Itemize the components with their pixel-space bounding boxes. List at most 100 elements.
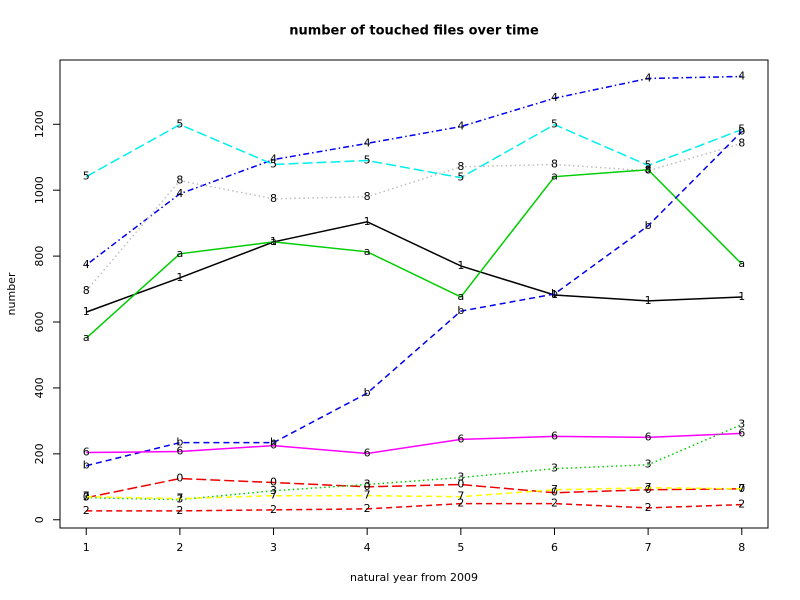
point-symbol: 4 [176,187,183,200]
point-symbol: 6 [645,430,652,443]
point-symbol: 0 [176,472,183,485]
point-symbol: 6 [551,429,558,442]
point-symbol: a [176,247,183,260]
point-symbol: 5 [457,171,464,184]
point-symbol: 3 [645,458,652,471]
point-symbol: 4 [364,136,371,149]
point-symbol: 0 [457,477,464,490]
point-symbol: b [551,287,558,300]
point-symbol: 8 [457,160,464,173]
series-line [85,142,742,292]
point-symbol: 4 [457,120,464,133]
point-symbol: 8 [738,136,745,149]
x-tick-label: 4 [364,541,371,554]
series-line [85,221,742,313]
series-line [86,487,742,500]
point-symbol: b [270,436,277,449]
series-line [86,423,743,501]
point-symbol: 2 [270,503,277,516]
point-symbol: 6 [83,446,90,459]
point-symbol: 2 [738,498,745,511]
series-line [86,477,742,499]
point-symbol: 2 [551,497,558,510]
point-symbol: 5 [364,154,371,167]
y-tick-label: 800 [33,246,46,267]
point-symbol: 3 [270,484,277,497]
point-symbol: 1 [645,294,652,307]
point-symbol: 8 [83,284,90,297]
series-line [86,502,742,512]
point-symbol: 8 [364,190,371,203]
point-symbol: 1 [176,271,183,284]
x-axis-label: natural year from 2009 [350,571,478,584]
y-axis-label: number [5,272,18,315]
point-symbol: a [364,245,371,258]
point-symbol: 8 [551,157,558,170]
point-symbol: 7 [457,490,464,503]
point-symbol: 6 [176,445,183,458]
point-symbol: b [83,459,90,472]
point-symbol: 3 [457,471,464,484]
point-symbol: a [551,170,558,183]
point-symbol: 4 [551,91,558,104]
y-tick-label: 200 [33,443,46,464]
y-tick-label: 600 [33,312,46,333]
point-symbol: 5 [83,170,90,183]
point-symbol: 8 [270,192,277,205]
point-symbol: a [738,257,745,270]
point-symbol: a [457,290,464,303]
point-symbol: 2 [645,501,652,514]
y-tick-label: 0 [33,516,46,523]
y-tick-label: 400 [33,377,46,398]
point-symbol: 6 [738,426,745,439]
point-symbol: 3 [364,477,371,490]
point-symbol: 5 [645,158,652,171]
y-tick-label: 1000 [33,176,46,204]
point-symbol: 5 [738,123,745,136]
point-symbol: 3 [551,462,558,475]
point-symbol: 4 [270,153,277,166]
point-symbol: b [738,125,745,138]
point-symbol: 7 [364,489,371,502]
point-symbol: 1 [738,290,745,303]
point-symbol: 2 [457,497,464,510]
point-symbol: 8 [176,174,183,187]
point-symbol: 2 [83,504,90,517]
point-symbol: 1 [457,259,464,272]
point-symbol: 0 [364,480,371,493]
point-symbol: 1 [364,215,371,228]
x-tick-label: 5 [457,541,464,554]
series-line [85,75,742,266]
point-symbol: 7 [176,492,183,505]
point-symbol: a [270,235,277,248]
x-tick-label: 1 [83,541,90,554]
point-symbol: 0 [551,486,558,499]
point-symbol: 0 [645,483,652,496]
x-tick-label: 3 [270,541,277,554]
point-symbol: 6 [270,439,277,452]
point-symbol: 7 [738,482,745,495]
point-symbol: 6 [457,432,464,445]
point-symbol: b [645,219,652,232]
point-symbol: 7 [645,481,652,494]
point-symbol: 2 [176,504,183,517]
x-tick-label: 6 [551,541,558,554]
point-symbol: 5 [551,118,558,131]
point-symbol: 5 [270,157,277,170]
series-line [85,123,743,179]
point-symbol: 2 [364,502,371,515]
x-tick-label: 2 [176,541,183,554]
point-symbol: 4 [738,69,745,82]
y-tick-label: 1200 [33,110,46,138]
point-symbol: 7 [551,483,558,496]
x-tick-label: 7 [645,541,652,554]
chart-title: number of touched files over time [289,24,539,39]
point-symbol: 3 [738,418,745,431]
point-symbol: 7 [270,489,277,502]
point-symbol: 7 [83,490,90,503]
series-line [86,130,743,467]
point-symbol: 4 [645,71,652,84]
series-line [85,168,743,339]
point-symbol: b [364,386,371,399]
